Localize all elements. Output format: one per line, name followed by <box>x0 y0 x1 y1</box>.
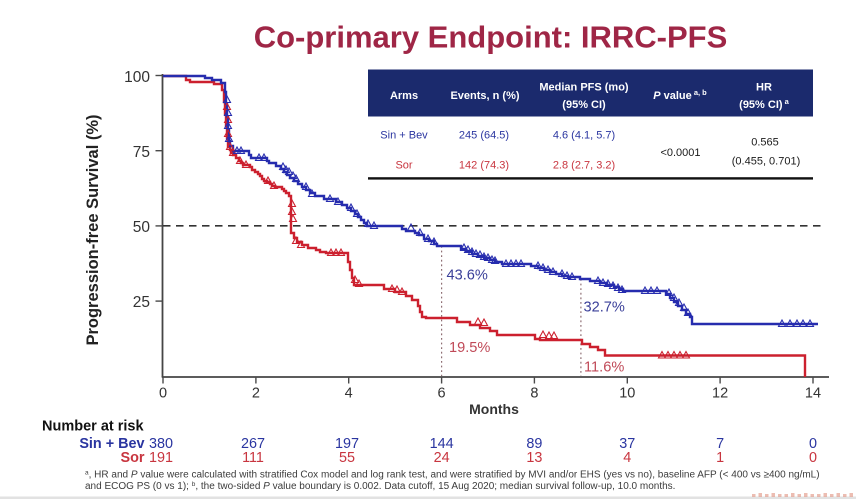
svg-text:13: 13 <box>526 450 542 466</box>
svg-text:245 (64.5): 245 (64.5) <box>459 130 509 142</box>
svg-text:Progression-free Survival (%): Progression-free Survival (%) <box>84 114 102 345</box>
svg-text:191: 191 <box>149 450 173 466</box>
svg-text:Months: Months <box>469 401 519 417</box>
svg-text:2: 2 <box>252 386 260 402</box>
svg-text:Sin + Bev: Sin + Bev <box>380 130 428 142</box>
svg-text:0: 0 <box>809 450 817 466</box>
svg-text:1: 1 <box>716 450 724 466</box>
svg-text:2.8 (2.7, 3.2): 2.8 (2.7, 3.2) <box>553 160 615 172</box>
svg-text:and ECOG PS (0 vs 1); b, the t: and ECOG PS (0 vs 1); b, the two-sided P… <box>85 481 675 492</box>
svg-text:142 (74.3): 142 (74.3) <box>459 160 509 172</box>
svg-text:0: 0 <box>809 436 817 452</box>
svg-text:14: 14 <box>805 386 821 402</box>
svg-text:144: 144 <box>430 436 454 452</box>
svg-text:10: 10 <box>619 386 635 402</box>
svg-text:Events, n (%): Events, n (%) <box>450 90 519 102</box>
svg-text:267: 267 <box>241 436 265 452</box>
svg-text:4: 4 <box>345 386 353 402</box>
svg-text:11.6%: 11.6% <box>584 359 624 375</box>
svg-text:7: 7 <box>716 436 724 452</box>
svg-text:55: 55 <box>339 450 355 466</box>
svg-text:8: 8 <box>530 386 538 402</box>
svg-text:Arms: Arms <box>390 90 418 102</box>
svg-text:Co-primary Endpoint: IRRC-PFS: Co-primary Endpoint: IRRC-PFS <box>254 20 728 55</box>
svg-text:(95% CI) a: (95% CI) a <box>739 97 789 111</box>
svg-text:0.565: 0.565 <box>751 137 779 149</box>
svg-text:50: 50 <box>133 219 151 236</box>
svg-text:24: 24 <box>434 450 450 466</box>
svg-text:43.6%: 43.6% <box>447 268 488 284</box>
svg-text:a, HR and P value were calcula: a, HR and P value were calculated with s… <box>85 470 820 481</box>
svg-text:(0.455, 0.701): (0.455, 0.701) <box>732 156 801 168</box>
svg-text:25: 25 <box>133 294 150 311</box>
svg-text:Sor: Sor <box>121 450 145 466</box>
svg-text:Sor: Sor <box>395 160 412 172</box>
svg-text:19.5%: 19.5% <box>449 340 490 356</box>
svg-text:89: 89 <box>526 436 542 452</box>
svg-text:6: 6 <box>438 386 446 402</box>
svg-text:Sin + Bev: Sin + Bev <box>79 436 144 452</box>
svg-text:111: 111 <box>242 450 264 466</box>
svg-text:0: 0 <box>159 386 167 402</box>
svg-text:4: 4 <box>623 450 631 466</box>
svg-text:75: 75 <box>133 144 150 161</box>
svg-text:37: 37 <box>619 436 635 452</box>
svg-text:380: 380 <box>149 436 173 452</box>
svg-text:Median PFS (mo): Median PFS (mo) <box>539 82 629 94</box>
svg-text:(95% CI): (95% CI) <box>562 99 606 111</box>
svg-text:32.7%: 32.7% <box>584 300 625 316</box>
svg-text:HR: HR <box>756 82 772 94</box>
svg-text:12: 12 <box>712 386 728 402</box>
svg-text:<0.0001: <0.0001 <box>660 147 700 159</box>
svg-text:Number at risk: Number at risk <box>42 419 144 435</box>
svg-text:4.6 (4.1, 5.7): 4.6 (4.1, 5.7) <box>553 130 615 142</box>
svg-text:197: 197 <box>335 436 359 452</box>
svg-text:100: 100 <box>124 69 150 86</box>
